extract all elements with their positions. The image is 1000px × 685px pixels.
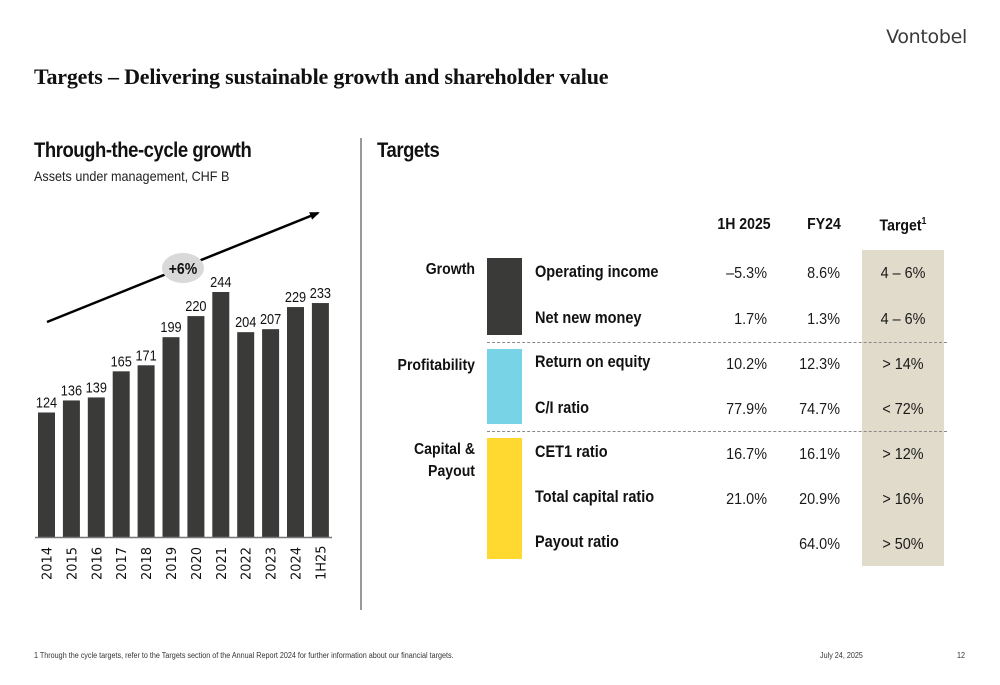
value-fy24: 20.9% xyxy=(799,491,840,508)
x-tick-2019: 2019 xyxy=(165,547,180,580)
bar-2018 xyxy=(137,365,155,537)
value-target: 4 – 6% xyxy=(880,311,926,328)
value-fy24: 8.6% xyxy=(807,265,840,282)
vontobel-logo: Vontobel xyxy=(886,26,967,48)
chart-subtitle: Assets under management, CHF B xyxy=(34,168,230,184)
data-label-2017: 165 xyxy=(111,352,132,369)
value-1h2025: 10.2% xyxy=(726,356,767,373)
bar-2021 xyxy=(212,292,230,537)
data-label-2024: 229 xyxy=(285,288,306,305)
x-tick-2024: 2024 xyxy=(290,547,305,580)
value-target: > 16% xyxy=(882,491,924,508)
x-tick-2016: 2016 xyxy=(90,547,105,580)
category-capital-payout: Capital & Payout xyxy=(387,439,475,483)
metric-return-on-equity: Return on equity xyxy=(535,353,651,371)
chart-title: Through-the-cycle growth xyxy=(34,139,252,162)
x-tick-2014: 2014 xyxy=(41,547,56,580)
profitability-color-bar xyxy=(487,349,522,424)
bar-2024 xyxy=(287,307,304,537)
x-tick-2022: 2022 xyxy=(240,547,255,580)
metric-net-new-money: Net new money xyxy=(535,309,642,327)
page-number: 12 xyxy=(957,651,966,660)
target-header-label: Target xyxy=(879,217,922,235)
value-1h2025: 16.7% xyxy=(726,446,767,463)
value-target: > 50% xyxy=(882,536,924,553)
value-fy24: 16.1% xyxy=(799,446,840,463)
bar-2022 xyxy=(237,332,255,537)
category-profitability: Profitability xyxy=(397,357,475,374)
panel-divider xyxy=(360,138,362,610)
metric-operating-income: Operating income xyxy=(535,263,659,281)
x-tick-2015: 2015 xyxy=(65,547,80,580)
metric-ci-ratio: C/I ratio xyxy=(535,399,590,417)
data-label-2015: 136 xyxy=(61,381,82,398)
data-label-2018: 171 xyxy=(135,346,156,363)
target-footnote-ref: 1 xyxy=(921,216,927,227)
value-1h2025: 21.0% xyxy=(726,491,767,508)
data-label-2021: 244 xyxy=(210,273,231,290)
metric-total-capital-ratio: Total capital ratio xyxy=(535,488,655,506)
data-label-2016: 139 xyxy=(86,378,107,395)
data-label-1H25: 233 xyxy=(310,284,331,301)
capital-color-bar xyxy=(487,438,522,559)
bar-2020 xyxy=(187,316,205,537)
value-fy24: 64.0% xyxy=(799,536,840,553)
bar-2017 xyxy=(112,371,130,537)
x-tick-2017: 2017 xyxy=(115,547,130,580)
footer-date: July 24, 2025 xyxy=(820,651,863,660)
data-label-2023: 207 xyxy=(260,310,281,327)
group-divider-1 xyxy=(487,342,947,343)
value-fy24: 1.3% xyxy=(807,311,840,328)
col-header-target: Target1 xyxy=(867,216,939,235)
value-target: > 12% xyxy=(882,446,924,463)
x-tick-2020: 2020 xyxy=(190,547,205,580)
col-header-fy24: FY24 xyxy=(807,216,841,233)
metric-cet1-ratio: CET1 ratio xyxy=(535,443,608,461)
bar-2019 xyxy=(162,337,180,537)
col-header-1h2025: 1H 2025 xyxy=(717,216,771,233)
value-target: < 72% xyxy=(882,401,924,418)
value-1h2025: 1.7% xyxy=(734,311,767,328)
value-fy24: 12.3% xyxy=(799,356,840,373)
value-fy24: 74.7% xyxy=(799,401,840,418)
cagr-badge-bg xyxy=(162,253,204,283)
bar-2014 xyxy=(38,412,55,537)
x-tick-2018: 2018 xyxy=(140,547,155,580)
x-tick-2021: 2021 xyxy=(215,547,230,580)
data-label-2020: 220 xyxy=(185,297,206,314)
bar-1H25 xyxy=(311,303,329,537)
data-label-2019: 199 xyxy=(160,318,181,335)
page-title: Targets – Delivering sustainable growth … xyxy=(34,64,609,89)
bar-2016 xyxy=(87,397,105,537)
bar-2015 xyxy=(62,400,80,537)
x-tick-2023: 2023 xyxy=(265,547,280,580)
target-column-bg xyxy=(862,250,944,566)
value-target: > 14% xyxy=(882,356,924,373)
category-capital-line2: Payout xyxy=(428,463,475,480)
category-capital-line1: Capital & xyxy=(413,441,475,458)
metric-payout-ratio: Payout ratio xyxy=(535,533,619,551)
category-growth: Growth xyxy=(425,261,475,278)
bar-2023 xyxy=(262,329,280,537)
targets-title: Targets xyxy=(377,139,440,162)
data-label-2014: 124 xyxy=(36,393,57,410)
value-1h2025: 77.9% xyxy=(726,401,767,418)
value-target: 4 – 6% xyxy=(880,265,926,282)
cagr-badge-label: +6% xyxy=(169,260,198,278)
footnote: 1 Through the cycle targets, refer to th… xyxy=(34,651,454,660)
growth-color-bar xyxy=(487,258,522,335)
data-label-2022: 204 xyxy=(235,313,256,330)
x-tick-1H25: 1H25 xyxy=(314,545,329,580)
value-1h2025: –5.3% xyxy=(726,265,767,282)
group-divider-2 xyxy=(487,431,947,432)
aum-bar-chart: 124 2014 136 2015 139 2016 165 2017 171 2018 199 20… xyxy=(35,211,332,580)
